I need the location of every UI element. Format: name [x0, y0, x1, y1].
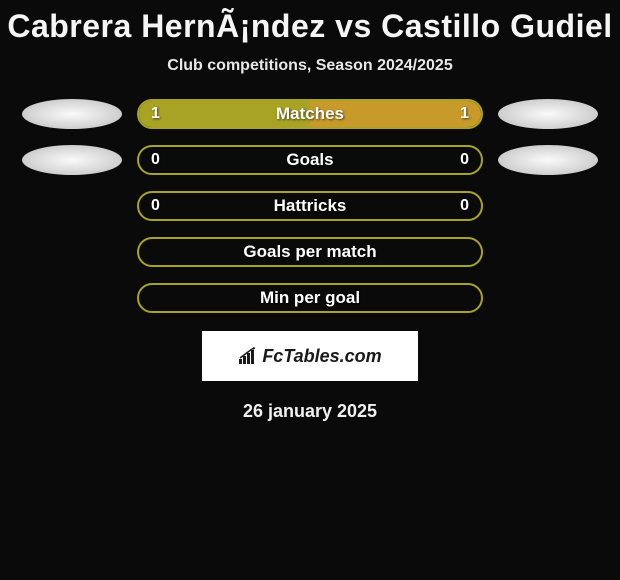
- chart-icon: [238, 347, 258, 365]
- stat-row: 0 Hattricks 0: [0, 191, 620, 221]
- stat-row: Goals per match: [0, 237, 620, 267]
- player-right-avatar: [498, 99, 598, 129]
- logo-box: FcTables.com: [202, 331, 418, 381]
- avatar-ellipse-icon: [498, 99, 598, 129]
- logo: FcTables.com: [238, 346, 381, 367]
- avatar-ellipse-icon: [22, 145, 122, 175]
- player-left-avatar: [22, 145, 122, 175]
- player-right-avatar: [498, 145, 598, 175]
- stat-value-left: 1: [151, 105, 160, 123]
- stat-label: Matches: [276, 104, 344, 124]
- avatar-ellipse-icon: [22, 99, 122, 129]
- comparison-widget: Cabrera HernÃ¡ndez vs Castillo Gudiel Cl…: [0, 0, 620, 422]
- stat-bar: Goals per match: [137, 237, 483, 267]
- stat-bar: Min per goal: [137, 283, 483, 313]
- stat-row: 0 Goals 0: [0, 145, 620, 175]
- stat-value-right: 0: [460, 151, 469, 169]
- page-subtitle: Club competitions, Season 2024/2025: [0, 57, 620, 75]
- stat-bar: 1 Matches 1: [137, 99, 483, 129]
- stat-value-right: 0: [460, 197, 469, 215]
- stat-label: Hattricks: [274, 196, 347, 216]
- avatar-ellipse-icon: [498, 145, 598, 175]
- stat-bars-container: 1 Matches 1 0 Goals 0 0 Hattricks 0 Goals per mat…: [0, 99, 620, 313]
- date-label: 26 january 2025: [0, 401, 620, 422]
- stat-row: 1 Matches 1: [0, 99, 620, 129]
- player-left-avatar: [22, 99, 122, 129]
- stat-label: Goals per match: [243, 242, 376, 262]
- stat-bar: 0 Hattricks 0: [137, 191, 483, 221]
- stat-value-left: 0: [151, 151, 160, 169]
- stat-row: Min per goal: [0, 283, 620, 313]
- logo-text: FcTables.com: [262, 346, 381, 367]
- stat-value-right: 1: [460, 105, 469, 123]
- stat-value-left: 0: [151, 197, 160, 215]
- stat-bar: 0 Goals 0: [137, 145, 483, 175]
- stat-label: Min per goal: [260, 288, 360, 308]
- page-title: Cabrera HernÃ¡ndez vs Castillo Gudiel: [0, 8, 620, 45]
- stat-label: Goals: [286, 150, 333, 170]
